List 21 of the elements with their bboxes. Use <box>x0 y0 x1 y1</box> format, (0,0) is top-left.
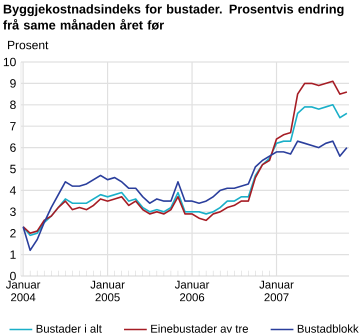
legend-label: Einebustader av tre <box>151 324 248 333</box>
y-tick-label: 4 <box>10 186 16 195</box>
x-tick-label: Januar 2005 <box>90 280 125 302</box>
y-tick-label: 10 <box>4 58 16 66</box>
legend-label: Bustadblokk <box>298 324 359 333</box>
y-tick-label: 9 <box>10 79 16 88</box>
y-tick-label: 1 <box>10 250 16 259</box>
x-tick-label: Januar 2004 <box>6 280 40 302</box>
y-tick-label: 0 <box>10 272 16 280</box>
y-tick-label: 5 <box>10 164 16 174</box>
y-tick-label: 6 <box>10 143 16 152</box>
y-tick-label: 8 <box>10 100 16 110</box>
x-tick-label: Januar 2007 <box>259 280 294 302</box>
y-axis-title: Prosent <box>8 40 48 50</box>
y-tick-label: 3 <box>10 208 16 216</box>
y-tick-label: 7 <box>10 122 16 130</box>
x-tick-label: Januar 2006 <box>174 280 210 302</box>
legend-label: Bustader i alt <box>36 324 102 333</box>
y-tick-label: 2 <box>10 229 16 238</box>
line-series <box>22 80 348 234</box>
chart-title: Byggjekostnadsindeks for bustader. Prosentvis endring frå same månaden året før <box>3 4 344 30</box>
